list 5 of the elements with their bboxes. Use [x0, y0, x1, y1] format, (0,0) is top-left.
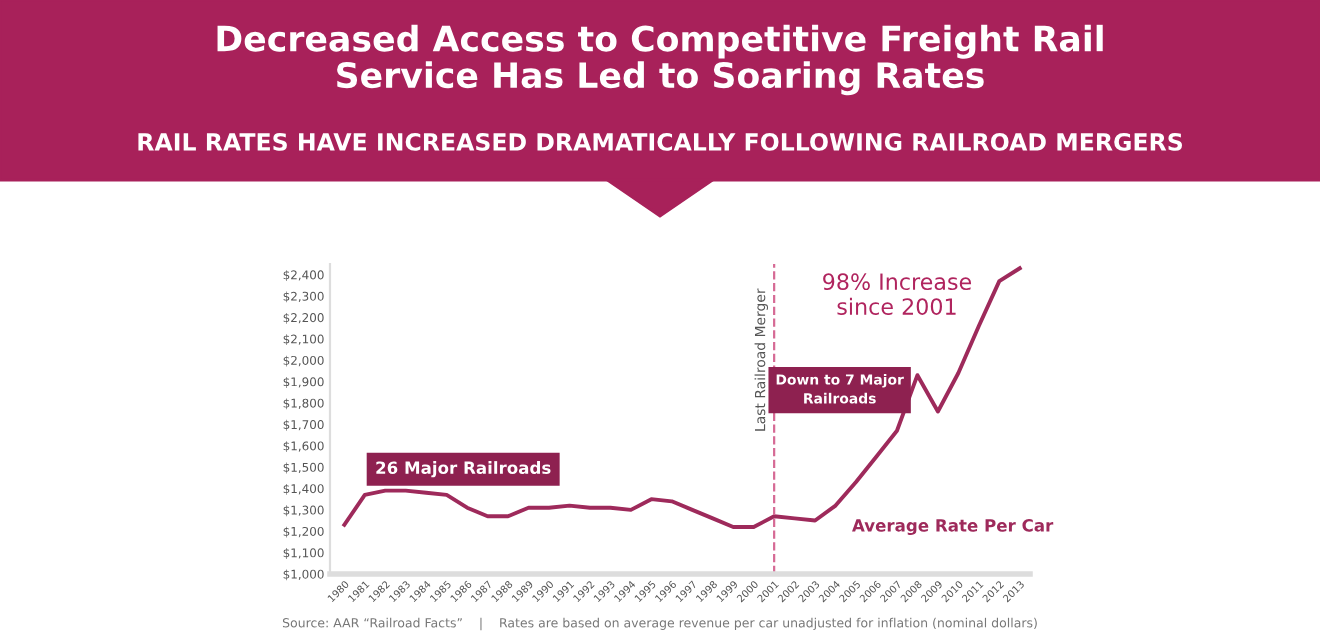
annotation: 26 Major Railroads: [376, 461, 551, 478]
chart-title: Decreased Access to Competitive Freight Rail Service Has Led to Soaring Rates: [217, 24, 1103, 96]
series-label: Average Rate Per Car: [852, 519, 1054, 536]
chart-subtitle: RAIL RATES HAVE INCREASED DRAMATICALLY FOLLOWING RAILROAD MERGERS: [138, 132, 1183, 151]
annotation: 98% Increase since 2001: [823, 273, 972, 315]
